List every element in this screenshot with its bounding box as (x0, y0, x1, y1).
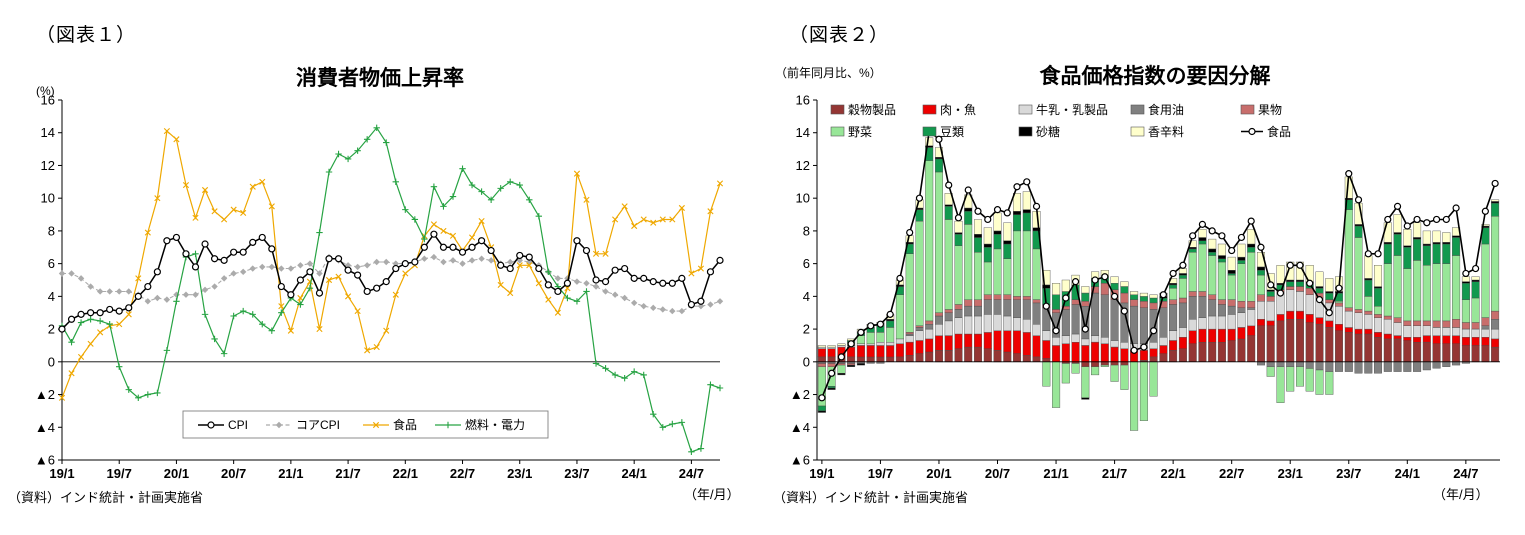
svg-text:香辛料: 香辛料 (1148, 125, 1184, 139)
svg-text:4: 4 (803, 289, 810, 304)
svg-text:19/1: 19/1 (809, 466, 834, 481)
svg-text:21/1: 21/1 (278, 466, 303, 481)
chart1-axes: 16 14 12 10 8 6 4 2 0 ▲2 ▲4 ▲6 (35, 95, 720, 468)
svg-text:6: 6 (48, 256, 55, 271)
svg-text:▲4: ▲4 (790, 420, 810, 435)
food-line (58, 128, 724, 401)
svg-text:23/7: 23/7 (564, 466, 589, 481)
svg-text:14: 14 (796, 125, 810, 140)
svg-text:22/7: 22/7 (450, 466, 475, 481)
svg-text:21/7: 21/7 (1102, 466, 1127, 481)
cpi-line (58, 230, 724, 333)
figure1-label: （図表１） (36, 25, 137, 46)
svg-text:16: 16 (41, 95, 55, 108)
svg-text:果物: 果物 (1258, 103, 1282, 117)
svg-text:2: 2 (803, 322, 810, 337)
core-cpi-line (58, 253, 724, 315)
svg-text:21/1: 21/1 (1043, 466, 1068, 481)
svg-text:野菜: 野菜 (848, 125, 872, 139)
svg-text:食品: 食品 (1267, 124, 1291, 139)
svg-text:▲6: ▲6 (35, 453, 55, 468)
chart1-panel: （図表１） 消費者物価上昇率 (%) 16 14 12 10 8 6 4 2 0 ▲2 ▲4 ▲6 19… (0, 0, 760, 535)
svg-text:24/7: 24/7 (1453, 466, 1478, 481)
svg-text:コアCPI: コアCPI (296, 418, 340, 432)
chart1-x-ticks: 19/1 19/7 20/1 20/7 21/1 21/7 22/1 22/7 23/1 23/7… (49, 460, 704, 481)
svg-text:19/1: 19/1 (49, 466, 74, 481)
svg-text:2: 2 (48, 322, 55, 337)
svg-text:食用油: 食用油 (1148, 102, 1184, 117)
svg-text:燃料・電力: 燃料・電力 (465, 417, 525, 432)
svg-text:24/7: 24/7 (679, 466, 704, 481)
svg-text:10: 10 (796, 191, 810, 206)
svg-text:8: 8 (48, 223, 55, 238)
chart2-axes: 16 14 12 10 8 6 4 2 0 ▲2 ▲4 ▲6 (790, 95, 1500, 468)
chart1-plot: 16 14 12 10 8 6 4 2 0 ▲2 ▲4 ▲619/1 19/7 20/1 20/7 21/1 2… (35, 95, 724, 481)
svg-text:20/7: 20/7 (221, 466, 246, 481)
svg-text:10: 10 (41, 191, 55, 206)
svg-text:豆類: 豆類 (940, 125, 964, 139)
svg-text:24/1: 24/1 (622, 466, 647, 481)
chart1-x-unit-label: （年/月） (684, 487, 740, 502)
chart2-plot: 16 14 12 10 8 6 4 2 0 ▲2 ▲4 ▲619/1 19/7 20/1 20/7 21/1 2… (790, 95, 1500, 481)
svg-text:▲2: ▲2 (35, 387, 55, 402)
svg-text:肉・魚: 肉・魚 (940, 103, 976, 117)
svg-text:22/1: 22/1 (1160, 466, 1185, 481)
svg-text:20/1: 20/1 (164, 466, 189, 481)
svg-text:19/7: 19/7 (868, 466, 893, 481)
svg-text:4: 4 (48, 289, 55, 304)
chart2-x-ticks: 19/1 19/7 20/1 20/7 21/1 21/7 22/1 22/7 23/1 23/7… (809, 460, 1479, 481)
svg-text:20/7: 20/7 (985, 466, 1010, 481)
svg-text:22/1: 22/1 (393, 466, 418, 481)
svg-text:砂糖: 砂糖 (1036, 124, 1060, 139)
svg-text:22/7: 22/7 (1219, 466, 1244, 481)
svg-text:14: 14 (41, 125, 55, 140)
svg-text:▲4: ▲4 (35, 420, 55, 435)
chart2-panel: （図表２） 食品価格指数の要因分解 （前年同月比、%） 16 14 12 10 8 6 4 2… (765, 0, 1525, 535)
svg-text:0: 0 (48, 354, 55, 369)
figure2-label: （図表２） (789, 25, 890, 46)
svg-text:0: 0 (803, 354, 810, 369)
chart2-title: 食品価格指数の要因分解 (1039, 65, 1271, 88)
svg-text:12: 12 (796, 158, 810, 173)
svg-text:23/1: 23/1 (507, 466, 532, 481)
svg-text:24/1: 24/1 (1395, 466, 1420, 481)
svg-text:牛乳・乳製品: 牛乳・乳製品 (1036, 102, 1108, 117)
svg-text:23/7: 23/7 (1336, 466, 1361, 481)
svg-text:23/1: 23/1 (1278, 466, 1303, 481)
svg-text:19/7: 19/7 (107, 466, 132, 481)
svg-text:21/7: 21/7 (335, 466, 360, 481)
svg-text:▲2: ▲2 (790, 387, 810, 402)
svg-text:16: 16 (796, 95, 810, 108)
svg-text:12: 12 (41, 158, 55, 173)
chart2-y-unit-label: （前年同月比、%） (775, 66, 882, 80)
svg-text:8: 8 (803, 223, 810, 238)
svg-text:穀物製品: 穀物製品 (848, 103, 896, 117)
svg-text:▲6: ▲6 (790, 453, 810, 468)
stacked-bars (817, 137, 1500, 431)
chart2-source: （資料）インド統計・計画実施省 (773, 490, 969, 505)
chart1-title: 消費者物価上昇率 (296, 67, 464, 90)
chart1-y-unit-label: (%) (36, 84, 55, 98)
svg-text:CPI: CPI (228, 418, 248, 432)
svg-text:食品: 食品 (393, 417, 417, 432)
chart2-x-unit-label: （年/月） (1433, 487, 1489, 502)
chart1-legend: CPI コアCPI 食品 燃料・電力 (182, 410, 549, 439)
fuel-power-line (58, 124, 724, 456)
svg-text:20/1: 20/1 (926, 466, 951, 481)
svg-text:6: 6 (803, 256, 810, 271)
chart1-source: （資料）インド統計・計画実施省 (8, 490, 204, 505)
